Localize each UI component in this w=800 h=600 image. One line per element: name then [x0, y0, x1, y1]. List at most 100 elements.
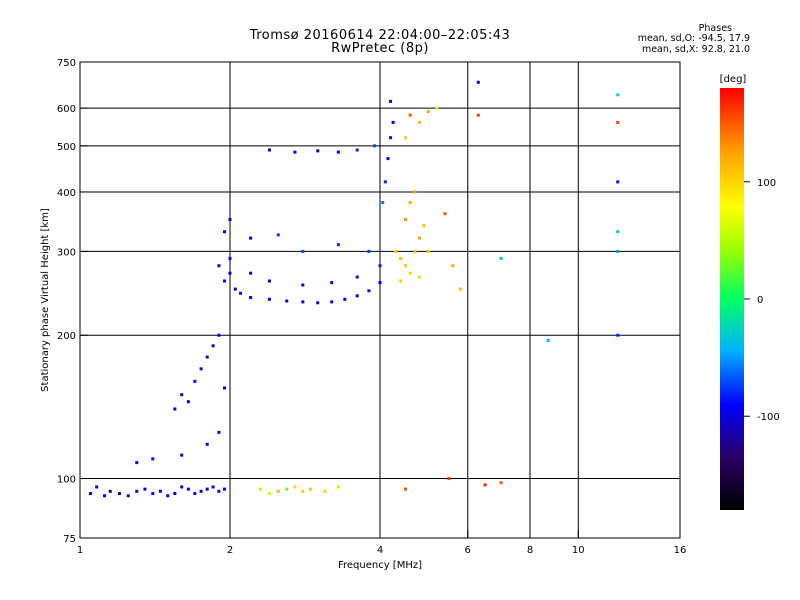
data-point [249, 271, 253, 275]
data-point [103, 494, 107, 498]
data-point [476, 113, 480, 117]
data-point [95, 485, 99, 489]
data-point [476, 80, 480, 84]
phase-stats-x: mean, sd,X: 92.8, 21.0 [641, 44, 750, 55]
data-point [151, 492, 155, 496]
data-point [616, 93, 620, 97]
data-point [355, 275, 359, 279]
data-point [228, 256, 232, 260]
data-point [223, 386, 227, 390]
data-point [417, 275, 421, 279]
data-point [616, 180, 620, 184]
y-tick-label: 500 [57, 142, 76, 153]
data-point [217, 430, 221, 434]
data-point [373, 144, 377, 148]
data-point [451, 264, 455, 268]
data-point [199, 489, 203, 493]
phase-stats-o: mean, sd,O: -94.5, 17.9 [637, 33, 750, 44]
data-point [378, 264, 382, 268]
data-point [223, 279, 227, 283]
data-point [249, 296, 253, 300]
data-point [616, 120, 620, 124]
data-point [258, 487, 262, 491]
data-point [403, 218, 407, 222]
colorbar-label: [deg] [720, 74, 747, 85]
x-tick-label: 1 [77, 545, 83, 556]
phase-stats-title: Phases [698, 23, 732, 34]
data-point [616, 333, 620, 337]
data-point [239, 291, 243, 295]
data-point [205, 442, 209, 446]
data-point [108, 489, 112, 493]
x-tick-label: 8 [527, 545, 533, 556]
data-point [343, 297, 347, 301]
data-point [193, 379, 197, 383]
data-point [386, 157, 390, 161]
data-point [408, 113, 412, 117]
data-point [499, 256, 503, 260]
data-point [426, 110, 430, 114]
y-axis-ticks: 75 100 200 300 400 500 600 750 [57, 58, 88, 545]
data-point [323, 489, 327, 493]
data-point [228, 218, 232, 222]
data-point [546, 338, 550, 342]
data-point [394, 249, 398, 253]
data-point [89, 492, 93, 496]
data-point [499, 481, 503, 485]
y-tick-label: 600 [57, 104, 76, 115]
x-tick-label: 16 [674, 545, 687, 556]
data-point [228, 271, 232, 275]
data-point [223, 230, 227, 234]
data-point [417, 120, 421, 124]
data-point [336, 150, 340, 154]
data-point [173, 492, 177, 496]
data-point [217, 264, 221, 268]
data-point [267, 279, 271, 283]
data-point [355, 148, 359, 152]
colorbar-tick-label: 100 [757, 178, 776, 189]
x-axis-ticks: 1 2 4 6 8 10 16 [77, 530, 687, 556]
data-point [180, 485, 184, 489]
data-point [301, 283, 305, 287]
data-point [399, 256, 403, 260]
data-point [285, 299, 289, 303]
data-point [330, 300, 334, 304]
data-point [205, 487, 209, 491]
data-point [135, 461, 139, 465]
data-point [413, 190, 417, 194]
data-point [205, 355, 209, 359]
data-point [267, 492, 271, 496]
data-point [233, 287, 237, 291]
data-point [180, 453, 184, 457]
y-axis-label: Stationary phase Virtual Height [km] [40, 208, 51, 392]
data-point [211, 344, 215, 348]
y-tick-label: 750 [57, 58, 76, 69]
data-point [336, 485, 340, 489]
data-point [381, 201, 385, 205]
data-point [417, 236, 421, 240]
y-tick-label: 75 [63, 534, 76, 545]
data-point [117, 492, 121, 496]
data-point [316, 301, 320, 305]
data-point [193, 492, 197, 496]
data-point [301, 249, 305, 253]
data-point [308, 487, 312, 491]
colorbar-tick-label: -100 [757, 412, 780, 423]
data-point [301, 489, 305, 493]
colorbar-tick-label: 0 [757, 295, 763, 306]
data-point [413, 249, 417, 253]
data-point [422, 224, 426, 228]
data-point [443, 212, 447, 216]
data-point [173, 407, 177, 411]
data-point [267, 297, 271, 301]
data-point [426, 249, 430, 253]
data-point [211, 485, 215, 489]
data-point [126, 494, 130, 498]
y-tick-label: 100 [57, 475, 76, 486]
data-point [249, 236, 253, 240]
x-tick-label: 4 [377, 545, 383, 556]
data-point [355, 294, 359, 298]
data-point [389, 99, 393, 103]
data-point [135, 489, 139, 493]
